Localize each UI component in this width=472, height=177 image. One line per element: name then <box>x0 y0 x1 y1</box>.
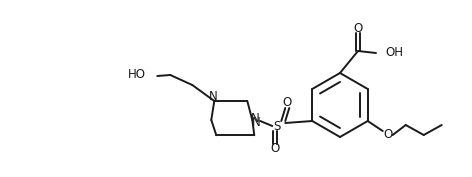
Text: O: O <box>270 142 280 156</box>
Text: O: O <box>354 21 362 35</box>
Text: N: N <box>252 116 261 129</box>
Text: O: O <box>383 129 392 141</box>
Text: O: O <box>283 96 292 110</box>
Text: HO: HO <box>128 68 146 81</box>
Text: OH: OH <box>385 47 403 59</box>
Text: S: S <box>274 119 281 133</box>
Text: N: N <box>251 112 260 124</box>
Text: N: N <box>209 90 218 104</box>
